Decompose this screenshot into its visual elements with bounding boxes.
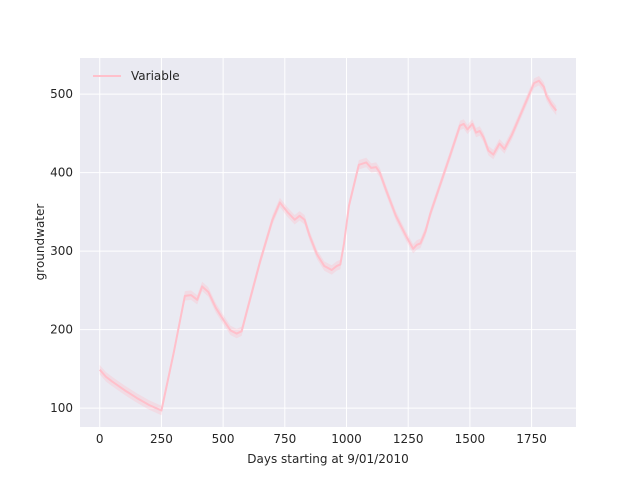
x-tick-label: 1250: [393, 432, 424, 446]
x-tick-labels: 0 250 500 750 1000 1250 1500 1750: [96, 432, 547, 446]
y-axis-label: groundwater: [33, 204, 47, 281]
y-tick-label: 500: [50, 87, 73, 101]
x-axis-label: Days starting at 9/01/2010: [247, 452, 408, 466]
x-tick-label: 1750: [516, 432, 547, 446]
legend: Variable: [93, 69, 180, 83]
y-tick-label: 200: [50, 323, 73, 337]
plot-area: [80, 58, 576, 427]
y-tick-label: 300: [50, 244, 73, 258]
series-line-layer: [98, 79, 558, 412]
y-tick-labels: 100 200 300 400 500: [50, 87, 73, 415]
x-tick-label: 250: [150, 432, 173, 446]
y-tick-label: 100: [50, 401, 73, 415]
y-tick-label: 400: [50, 166, 73, 180]
x-tick-label: 500: [212, 432, 235, 446]
series-line: [98, 79, 558, 412]
x-tick-label: 1500: [455, 432, 486, 446]
legend-label: Variable: [131, 69, 180, 83]
x-tick-label: 750: [273, 432, 296, 446]
x-tick-label: 0: [96, 432, 104, 446]
grid: [80, 58, 576, 427]
x-tick-label: 1000: [331, 432, 362, 446]
